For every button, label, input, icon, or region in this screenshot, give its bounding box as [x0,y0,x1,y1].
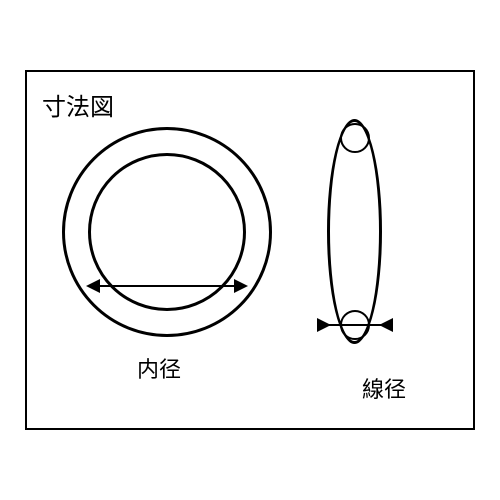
wire-arrow-right-icon [379,318,393,332]
diagram-title: 寸法図 [42,87,114,122]
wire-diameter-label: 線径 [362,372,406,404]
arrow-left-icon [86,279,100,293]
inner-diameter-label: 内径 [137,352,181,384]
arrow-right-icon [234,279,248,293]
wire-arrow-left-icon [317,318,331,332]
ring-side-view [327,119,387,344]
ring-inner-circle [88,153,246,311]
cross-section-top-circle [340,123,370,153]
dimension-diagram-frame: 寸法図 内径 線径 [25,70,475,430]
ring-front-view [62,127,272,337]
inner-diameter-dimension-line [91,285,243,287]
wire-diameter-dimension-line [337,324,373,326]
